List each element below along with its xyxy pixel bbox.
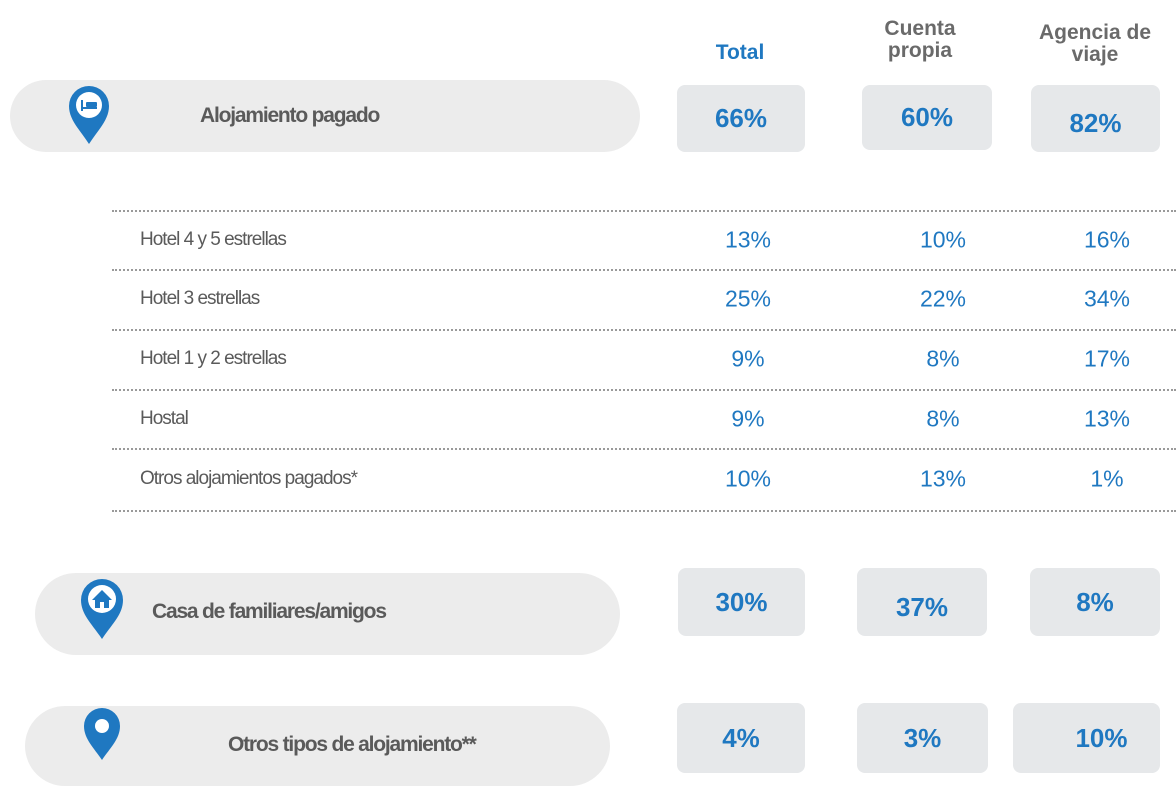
dotted-divider (112, 269, 1176, 271)
value-box: 3% (857, 703, 988, 773)
dotted-divider (112, 389, 1176, 391)
pin-icon (84, 708, 120, 760)
value-box: 60% (862, 85, 992, 150)
category-label: Alojamiento pagado (200, 104, 380, 127)
dotted-divider (112, 510, 1176, 512)
row-value: 13% (1083, 405, 1131, 431)
category-pill (35, 573, 620, 655)
home-pin-icon (81, 579, 123, 639)
dotted-divider (112, 329, 1176, 331)
row-value: 10% (919, 226, 967, 252)
category-pill (10, 80, 640, 152)
column-header: Total (715, 41, 765, 64)
dotted-divider (112, 448, 1176, 450)
dotted-divider (112, 210, 1176, 212)
value-box: 37% (857, 568, 987, 636)
row-label: Hotel 3 estrellas (140, 288, 260, 309)
category-label: Otros tipos de alojamiento** (228, 733, 477, 756)
row-value: 9% (731, 345, 765, 372)
row-value: 10% (724, 465, 772, 492)
row-value: 34% (1083, 285, 1131, 312)
value-box: 10% (1013, 703, 1160, 773)
row-label: Hostal (140, 407, 189, 429)
value-box: 82% (1031, 85, 1160, 152)
row-label: Hotel 1 y 2 estrellas (140, 348, 287, 369)
value-box: 8% (1030, 568, 1160, 636)
row-value: 13% (919, 465, 967, 492)
row-value: 22% (919, 285, 967, 312)
hotel-pin-icon (69, 86, 109, 144)
row-label: Hotel 4 y 5 estrellas (140, 228, 287, 250)
row-value: 13% (724, 226, 772, 252)
category-label: Casa de familiares/amigos (152, 600, 387, 623)
row-value: 9% (731, 405, 765, 431)
column-header: Agencia de viaje (1038, 21, 1152, 66)
row-label: Otros alojamientos pagados* (140, 468, 358, 489)
row-value: 17% (1083, 345, 1131, 372)
value-box: 30% (678, 568, 805, 636)
row-value: 25% (724, 285, 772, 312)
value-box: 66% (677, 85, 805, 152)
value-box: 4% (677, 703, 805, 773)
column-header: Cuenta propia (884, 17, 956, 62)
row-value: 16% (1083, 226, 1131, 252)
row-value: 1% (1090, 465, 1124, 492)
row-value: 8% (926, 405, 960, 431)
row-value: 8% (926, 345, 960, 372)
